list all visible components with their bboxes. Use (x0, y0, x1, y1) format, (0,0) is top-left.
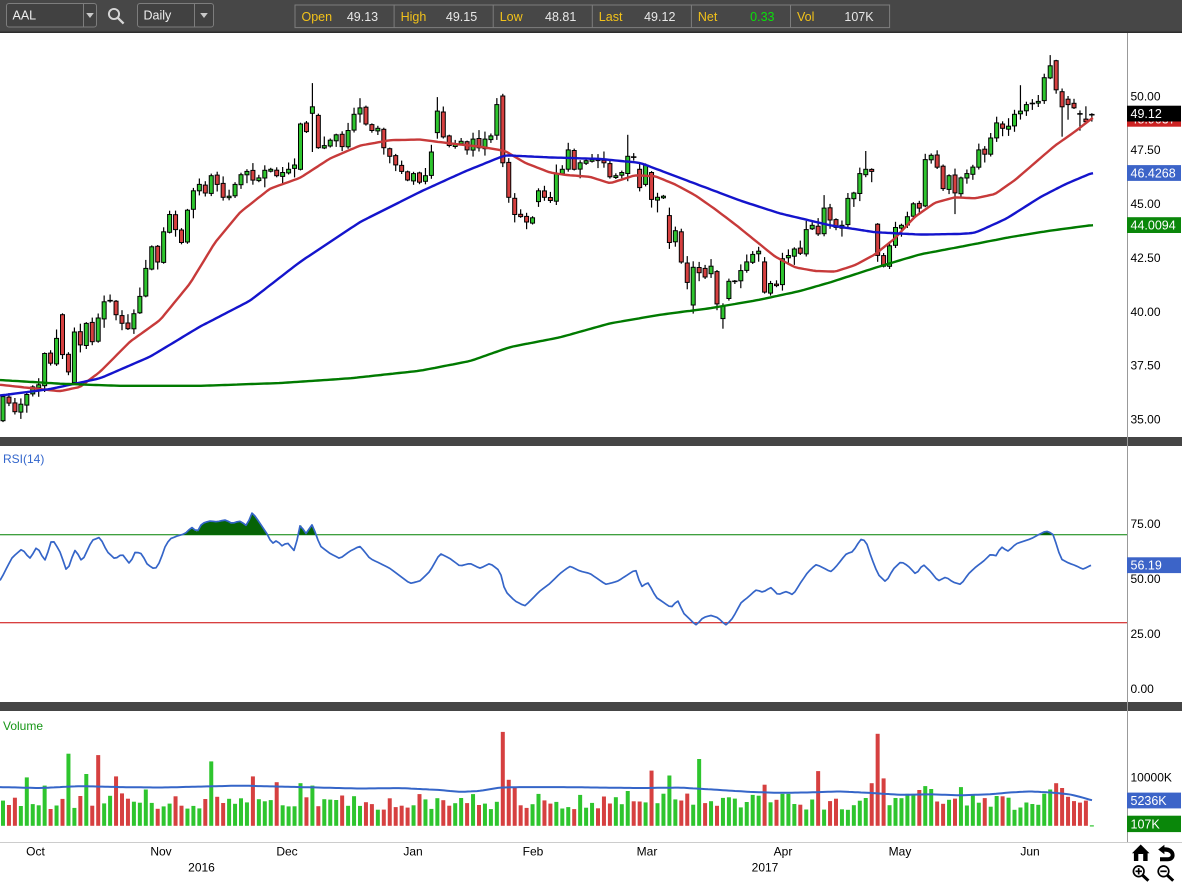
svg-text:75.00: 75.00 (1131, 517, 1161, 531)
svg-text:47.50: 47.50 (1131, 143, 1161, 157)
svg-text:May: May (889, 845, 912, 859)
svg-text:0.00: 0.00 (1131, 682, 1155, 696)
svg-text:Dec: Dec (276, 845, 297, 859)
svg-text:49.12: 49.12 (644, 10, 675, 24)
svg-text:37.50: 37.50 (1131, 359, 1161, 373)
svg-text:42.50: 42.50 (1131, 251, 1161, 265)
svg-text:56.19: 56.19 (1131, 559, 1162, 573)
svg-text:107K: 107K (1131, 817, 1161, 831)
svg-text:44.0094: 44.0094 (1131, 219, 1176, 233)
svg-text:Oct: Oct (26, 845, 45, 859)
svg-text:0.33: 0.33 (750, 10, 774, 24)
svg-text:2017: 2017 (752, 861, 779, 875)
svg-text:Last: Last (599, 10, 623, 24)
svg-text:40.00: 40.00 (1131, 305, 1161, 319)
svg-text:Daily: Daily (144, 9, 173, 23)
svg-text:50.00: 50.00 (1131, 89, 1161, 103)
svg-text:107K: 107K (844, 10, 874, 24)
svg-text:Open: Open (302, 10, 333, 24)
svg-text:2016: 2016 (188, 861, 215, 875)
svg-text:Feb: Feb (523, 845, 544, 859)
svg-text:Mar: Mar (637, 845, 658, 859)
svg-text:50.00: 50.00 (1131, 572, 1161, 586)
svg-text:Apr: Apr (774, 845, 793, 859)
svg-text:45.00: 45.00 (1131, 197, 1161, 211)
svg-text:35.00: 35.00 (1131, 413, 1161, 427)
svg-text:49.13: 49.13 (347, 10, 378, 24)
svg-text:5236K: 5236K (1131, 794, 1168, 808)
svg-text:Net: Net (698, 10, 718, 24)
svg-text:High: High (401, 10, 427, 24)
svg-text:48.81: 48.81 (545, 10, 576, 24)
svg-text:Jun: Jun (1020, 845, 1039, 859)
svg-text:49.12: 49.12 (1131, 107, 1162, 121)
svg-text:Jan: Jan (403, 845, 422, 859)
svg-text:AAL: AAL (13, 9, 37, 23)
svg-text:49.15: 49.15 (446, 10, 477, 24)
svg-text:RSI(14): RSI(14) (3, 452, 44, 466)
svg-text:25.00: 25.00 (1131, 627, 1161, 641)
svg-text:Vol: Vol (797, 10, 814, 24)
svg-text:46.4268: 46.4268 (1131, 167, 1176, 181)
svg-text:Volume: Volume (3, 719, 43, 733)
svg-text:Low: Low (500, 10, 524, 24)
svg-text:Nov: Nov (150, 845, 171, 859)
svg-text:10000K: 10000K (1131, 771, 1172, 785)
